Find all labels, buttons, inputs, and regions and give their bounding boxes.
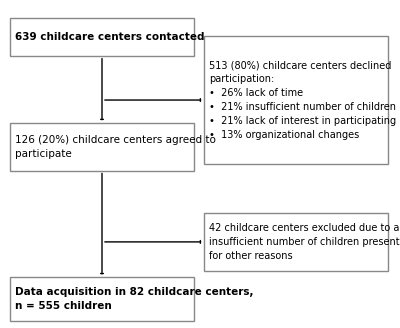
Text: 42 childcare centers excluded due to an
insufficient number of children present : 42 childcare centers excluded due to an … (209, 223, 400, 261)
Text: 513 (80%) childcare centers declined
participation:
•  26% lack of time
•  21% i: 513 (80%) childcare centers declined par… (209, 60, 396, 140)
FancyBboxPatch shape (204, 36, 388, 164)
Text: 639 childcare centers contacted: 639 childcare centers contacted (15, 32, 204, 42)
FancyBboxPatch shape (10, 18, 194, 56)
FancyBboxPatch shape (10, 123, 194, 171)
FancyBboxPatch shape (10, 277, 194, 321)
Text: Data acquisition in 82 childcare centers,
n = 555 children: Data acquisition in 82 childcare centers… (15, 287, 253, 311)
Text: 126 (20%) childcare centers agreed to
participate: 126 (20%) childcare centers agreed to pa… (15, 135, 216, 159)
FancyBboxPatch shape (204, 213, 388, 271)
